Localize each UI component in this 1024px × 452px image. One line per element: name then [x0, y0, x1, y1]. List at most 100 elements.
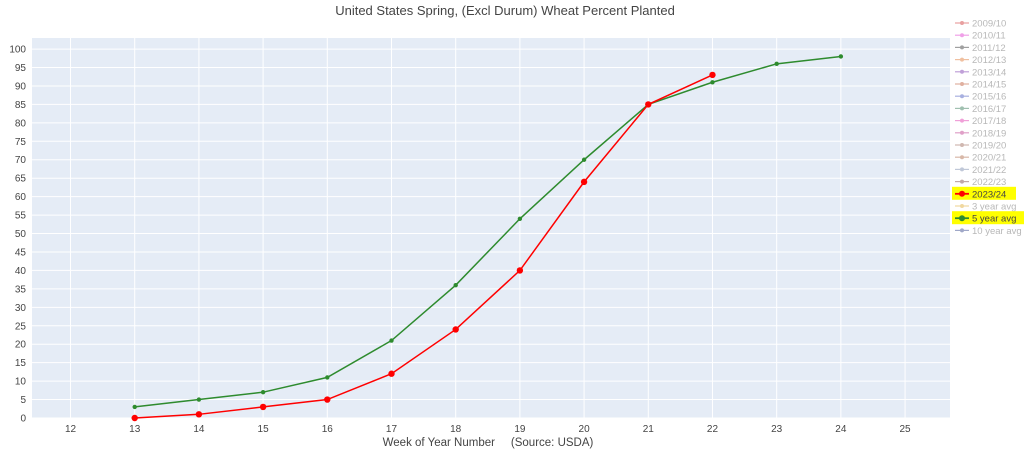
- y-tick-label: 80: [15, 118, 27, 129]
- legend-item-2018-19[interactable]: 2018/19: [955, 128, 1006, 139]
- y-tick-label: 35: [15, 284, 27, 295]
- y-tick-label: 30: [15, 303, 27, 314]
- data-point-2023-24: [580, 178, 588, 186]
- y-tick-label: 0: [20, 414, 26, 425]
- data-point-2023-24: [388, 370, 395, 377]
- legend-item-2011-12[interactable]: 2011/12: [955, 43, 1006, 54]
- y-tick-label: 85: [15, 100, 27, 111]
- y-tick-label: 40: [15, 266, 27, 277]
- data-point-2023-24: [516, 267, 524, 274]
- plot-area: [32, 38, 950, 418]
- x-tick-label: 16: [322, 424, 334, 435]
- y-tick-label: 5: [20, 395, 26, 406]
- grid-lines: [32, 38, 950, 419]
- data-point-2023-24: [645, 101, 652, 108]
- data-point-2023-24: [709, 71, 716, 79]
- x-tick-label: 22: [707, 424, 719, 435]
- legend-label: 3 year avg: [972, 202, 1016, 213]
- x-tick-label: 19: [514, 424, 526, 435]
- legend-item-2014-15[interactable]: 2014/15: [955, 80, 1006, 91]
- legend-item-2013-14[interactable]: 2013/14: [955, 67, 1006, 78]
- data-point-2023-24: [195, 411, 203, 418]
- legend-item-2015-16[interactable]: 2015/16: [955, 92, 1006, 103]
- legend-swatch-marker: [960, 106, 964, 111]
- legend-swatch-marker: [960, 228, 964, 233]
- x-tick-label: 17: [386, 424, 398, 435]
- series-layer: [131, 54, 844, 422]
- legend-item-10-year-avg[interactable]: 10 year avg: [955, 226, 1022, 237]
- data-point-5-year-avg: [389, 338, 394, 343]
- legend-item-5-year-avg[interactable]: 5 year avg: [952, 211, 1024, 225]
- legend-swatch-marker: [959, 215, 965, 222]
- data-point-2023-24: [452, 326, 459, 333]
- data-point-5-year-avg: [710, 80, 715, 85]
- data-point-5-year-avg: [325, 375, 330, 380]
- x-tick-label: 15: [258, 424, 270, 435]
- data-point-5-year-avg: [453, 282, 458, 288]
- y-tick-label: 60: [15, 192, 27, 203]
- y-tick-label: 20: [15, 340, 27, 351]
- y-tick-label: 95: [15, 63, 27, 74]
- y-axis-ticks: 0 5 10 15 20 25 30 35 40 45 50 55 60 65 70 75 80 85 90 95 10…: [9, 45, 26, 425]
- x-tick-label: 13: [129, 424, 141, 435]
- legend-swatch-marker: [960, 45, 964, 50]
- legend-swatch-marker: [960, 167, 964, 172]
- legend-label: 2018/19: [972, 128, 1006, 139]
- x-tick-label: 20: [579, 424, 591, 435]
- legend-item-2012-13[interactable]: 2012/13: [955, 55, 1006, 66]
- legend-item-2023-24[interactable]: 2023/24: [952, 186, 1016, 201]
- legend-item-2021-22[interactable]: 2021/22: [955, 165, 1006, 176]
- legend-swatch-marker: [960, 33, 964, 38]
- legend-item-3-year-avg[interactable]: 3 year avg: [955, 202, 1016, 213]
- legend-swatch-marker: [960, 69, 964, 74]
- x-tick-label: 21: [643, 424, 655, 435]
- legend-label: 2015/16: [972, 92, 1006, 103]
- legend-label: 2023/24: [972, 189, 1006, 200]
- legend-item-2022-23[interactable]: 2022/23: [955, 177, 1006, 188]
- legend-swatch-marker: [960, 94, 964, 99]
- x-axis-title: Week of Year Number (Source: USDA): [383, 437, 594, 449]
- x-tick-label: 14: [193, 424, 205, 435]
- legend-swatch-marker: [960, 82, 964, 86]
- legend-label: 2017/18: [972, 116, 1006, 127]
- legend-swatch-marker: [960, 57, 964, 62]
- legend-swatch-marker: [960, 21, 964, 25]
- data-point-5-year-avg: [132, 404, 137, 410]
- x-tick-label: 23: [771, 424, 783, 435]
- data-point-5-year-avg: [581, 157, 587, 162]
- legend-label: 2020/21: [972, 153, 1006, 164]
- legend-swatch-marker: [960, 143, 964, 147]
- y-tick-label: 55: [15, 211, 27, 222]
- y-tick-label: 100: [9, 45, 26, 56]
- x-tick-label: 25: [900, 424, 912, 435]
- x-tick-label: 18: [450, 424, 462, 435]
- series-line-5-year-avg: [134, 55, 841, 408]
- legend-label: 2021/22: [972, 165, 1006, 176]
- legend-label: 2009/10: [972, 19, 1006, 30]
- legend-label: 5 year avg: [972, 214, 1016, 225]
- legend-label: 2014/15: [972, 80, 1006, 91]
- x-tick-label: 12: [65, 424, 77, 435]
- legend-swatch-marker: [959, 190, 965, 197]
- chart-title: United States Spring, (Excl Durum) Wheat…: [335, 3, 675, 18]
- data-point-2023-24: [259, 403, 267, 411]
- y-tick-label: 10: [15, 377, 27, 388]
- legend-label: 10 year avg: [972, 226, 1022, 237]
- legend-item-2009-10[interactable]: 2009/10: [955, 19, 1006, 30]
- legend-item-2020-21[interactable]: 2020/21: [955, 153, 1006, 164]
- legend-highlight: [952, 211, 1024, 225]
- legend-swatch-marker: [960, 179, 964, 184]
- legend-label: 2019/20: [972, 141, 1006, 152]
- legend-item-2019-20[interactable]: 2019/20: [955, 141, 1006, 152]
- y-tick-label: 45: [15, 247, 27, 258]
- data-point-5-year-avg: [260, 389, 266, 395]
- legend-swatch-marker: [960, 204, 964, 208]
- y-tick-label: 15: [15, 358, 27, 369]
- legend-item-2016-17[interactable]: 2016/17: [955, 104, 1006, 115]
- legend-item-2010-11[interactable]: 2010/11: [955, 31, 1006, 42]
- data-point-2023-24: [324, 396, 331, 403]
- data-point-5-year-avg: [196, 397, 202, 402]
- legend-item-2017-18[interactable]: 2017/18: [955, 116, 1006, 127]
